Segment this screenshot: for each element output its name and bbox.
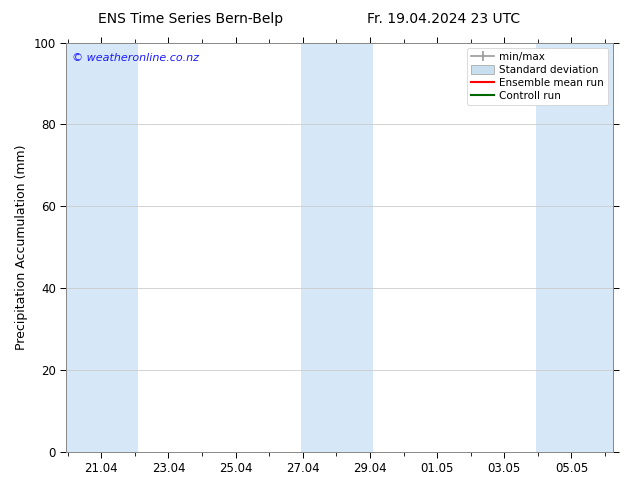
Y-axis label: Precipitation Accumulation (mm): Precipitation Accumulation (mm) xyxy=(15,145,28,350)
Bar xyxy=(66,43,138,452)
Bar xyxy=(301,43,373,452)
Text: © weatheronline.co.nz: © weatheronline.co.nz xyxy=(72,53,198,63)
Legend: min/max, Standard deviation, Ensemble mean run, Controll run: min/max, Standard deviation, Ensemble me… xyxy=(467,48,608,105)
Bar xyxy=(536,43,614,452)
Text: Fr. 19.04.2024 23 UTC: Fr. 19.04.2024 23 UTC xyxy=(367,12,521,26)
Text: ENS Time Series Bern-Belp: ENS Time Series Bern-Belp xyxy=(98,12,283,26)
